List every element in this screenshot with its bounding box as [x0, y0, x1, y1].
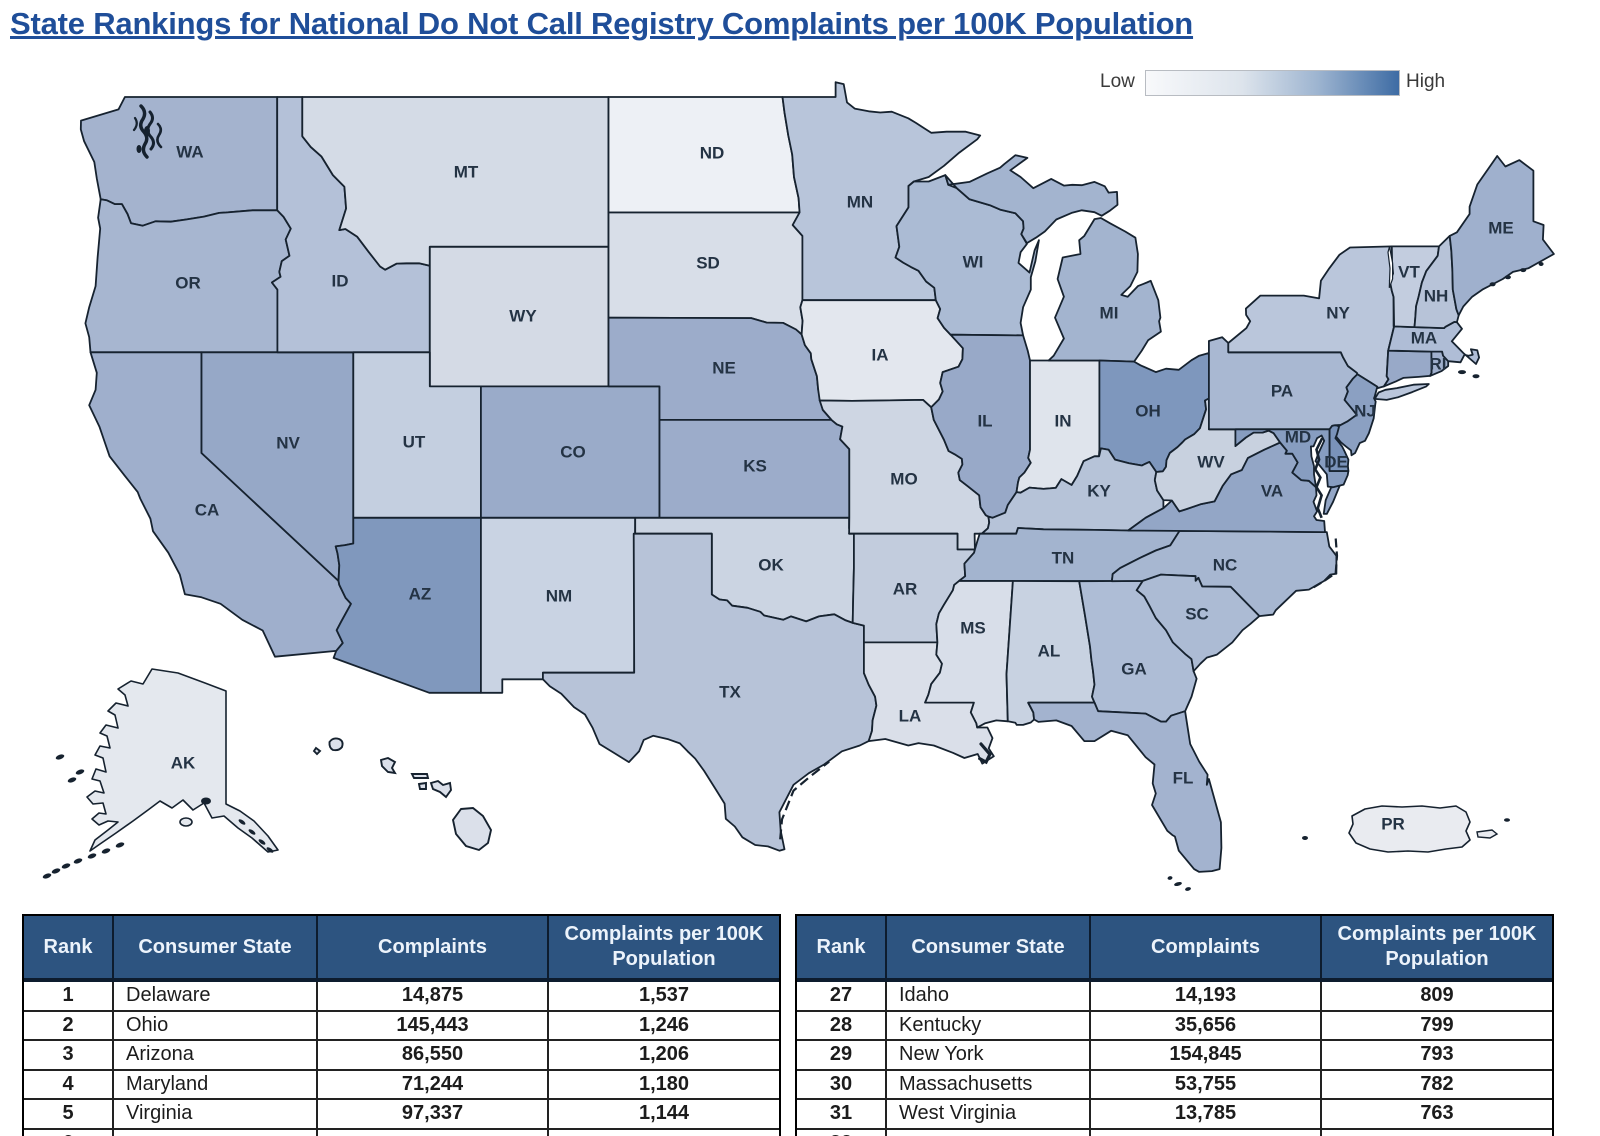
svg-text:TX: TX — [719, 683, 741, 702]
svg-text:VA: VA — [1261, 482, 1283, 501]
svg-text:IA: IA — [872, 346, 889, 365]
svg-text:AL: AL — [1038, 642, 1061, 661]
svg-text:PA: PA — [1271, 382, 1293, 401]
svg-text:NY: NY — [1326, 304, 1350, 323]
svg-text:SC: SC — [1185, 605, 1209, 624]
svg-text:MT: MT — [454, 163, 479, 182]
svg-text:NJ: NJ — [1354, 402, 1376, 421]
svg-text:WY: WY — [509, 307, 537, 326]
svg-text:FL: FL — [1173, 769, 1194, 788]
svg-text:WA: WA — [176, 143, 203, 162]
svg-text:AK: AK — [171, 754, 196, 773]
svg-text:SD: SD — [696, 254, 720, 273]
svg-text:LA: LA — [899, 707, 922, 726]
svg-text:CO: CO — [560, 443, 586, 462]
svg-text:NM: NM — [546, 587, 572, 606]
svg-text:NC: NC — [1213, 556, 1238, 575]
svg-text:OK: OK — [758, 556, 784, 575]
svg-text:VT: VT — [1398, 263, 1420, 282]
svg-text:UT: UT — [403, 433, 426, 452]
svg-text:IL: IL — [977, 412, 992, 431]
svg-text:MD: MD — [1285, 428, 1311, 447]
svg-text:RI: RI — [1430, 355, 1447, 374]
svg-text:ME: ME — [1488, 219, 1514, 238]
svg-text:CA: CA — [195, 501, 220, 520]
svg-text:MA: MA — [1411, 329, 1437, 348]
svg-text:OH: OH — [1135, 402, 1161, 421]
svg-text:NE: NE — [712, 359, 736, 378]
svg-text:PR: PR — [1381, 815, 1405, 834]
svg-text:WI: WI — [963, 253, 984, 272]
svg-text:TN: TN — [1052, 549, 1075, 568]
svg-text:DE: DE — [1324, 453, 1348, 472]
svg-text:KY: KY — [1087, 482, 1111, 501]
svg-text:OR: OR — [175, 274, 201, 293]
svg-text:ID: ID — [332, 272, 349, 291]
svg-text:KS: KS — [743, 457, 767, 476]
svg-text:NV: NV — [276, 434, 300, 453]
svg-text:AZ: AZ — [409, 585, 432, 604]
svg-text:MN: MN — [847, 193, 873, 212]
svg-text:NH: NH — [1424, 287, 1449, 306]
svg-text:WV: WV — [1197, 453, 1225, 472]
svg-text:MO: MO — [890, 470, 917, 489]
svg-text:ND: ND — [700, 144, 725, 163]
svg-text:AR: AR — [893, 580, 918, 599]
svg-text:MS: MS — [960, 619, 986, 638]
svg-text:GA: GA — [1121, 660, 1147, 679]
svg-text:IN: IN — [1055, 412, 1072, 431]
svg-text:MI: MI — [1100, 304, 1119, 323]
